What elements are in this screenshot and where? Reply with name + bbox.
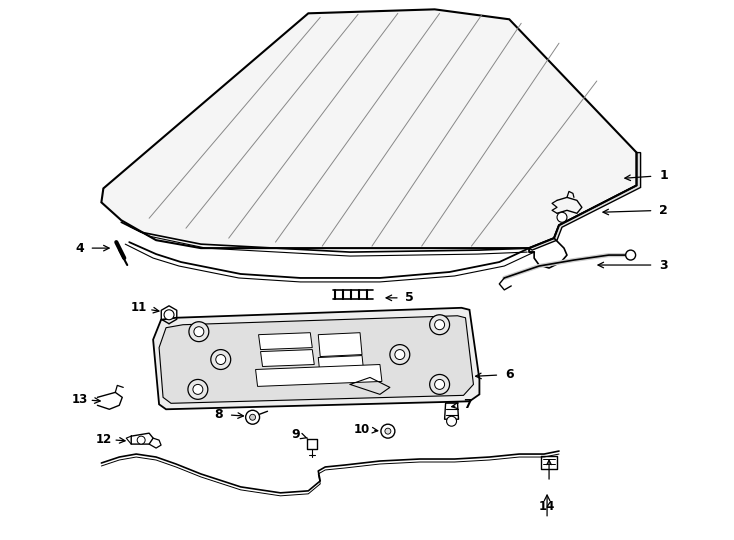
Circle shape (189, 322, 208, 342)
Circle shape (395, 349, 405, 360)
Circle shape (246, 410, 260, 424)
Text: 9: 9 (291, 428, 299, 441)
Text: 3: 3 (659, 259, 668, 272)
Circle shape (435, 380, 445, 389)
Text: 8: 8 (214, 408, 223, 421)
Circle shape (194, 327, 204, 336)
Polygon shape (101, 9, 636, 248)
Circle shape (137, 436, 145, 444)
Polygon shape (261, 349, 314, 367)
Circle shape (390, 345, 410, 364)
Circle shape (381, 424, 395, 438)
Circle shape (429, 374, 449, 394)
Text: 10: 10 (354, 423, 370, 436)
Circle shape (557, 212, 567, 222)
Text: 6: 6 (505, 368, 514, 381)
Text: 1: 1 (659, 169, 668, 182)
Text: 4: 4 (75, 241, 84, 255)
Circle shape (193, 384, 203, 394)
Circle shape (164, 310, 174, 320)
Circle shape (429, 315, 449, 335)
Circle shape (250, 414, 255, 420)
Circle shape (446, 416, 457, 426)
Text: 14: 14 (539, 500, 555, 514)
Polygon shape (255, 364, 382, 387)
Polygon shape (258, 333, 312, 349)
Text: 11: 11 (131, 301, 148, 314)
Text: 2: 2 (659, 204, 668, 217)
Circle shape (216, 355, 226, 365)
Text: 5: 5 (405, 292, 414, 305)
Circle shape (385, 428, 391, 434)
Polygon shape (159, 316, 473, 403)
Circle shape (625, 250, 636, 260)
Text: 7: 7 (463, 398, 472, 411)
Polygon shape (319, 355, 364, 376)
Polygon shape (529, 153, 641, 250)
Polygon shape (153, 308, 479, 409)
Circle shape (435, 320, 445, 330)
Polygon shape (319, 333, 362, 356)
Text: 12: 12 (95, 433, 112, 446)
Circle shape (211, 349, 230, 369)
Text: 13: 13 (71, 393, 87, 406)
Circle shape (188, 380, 208, 400)
